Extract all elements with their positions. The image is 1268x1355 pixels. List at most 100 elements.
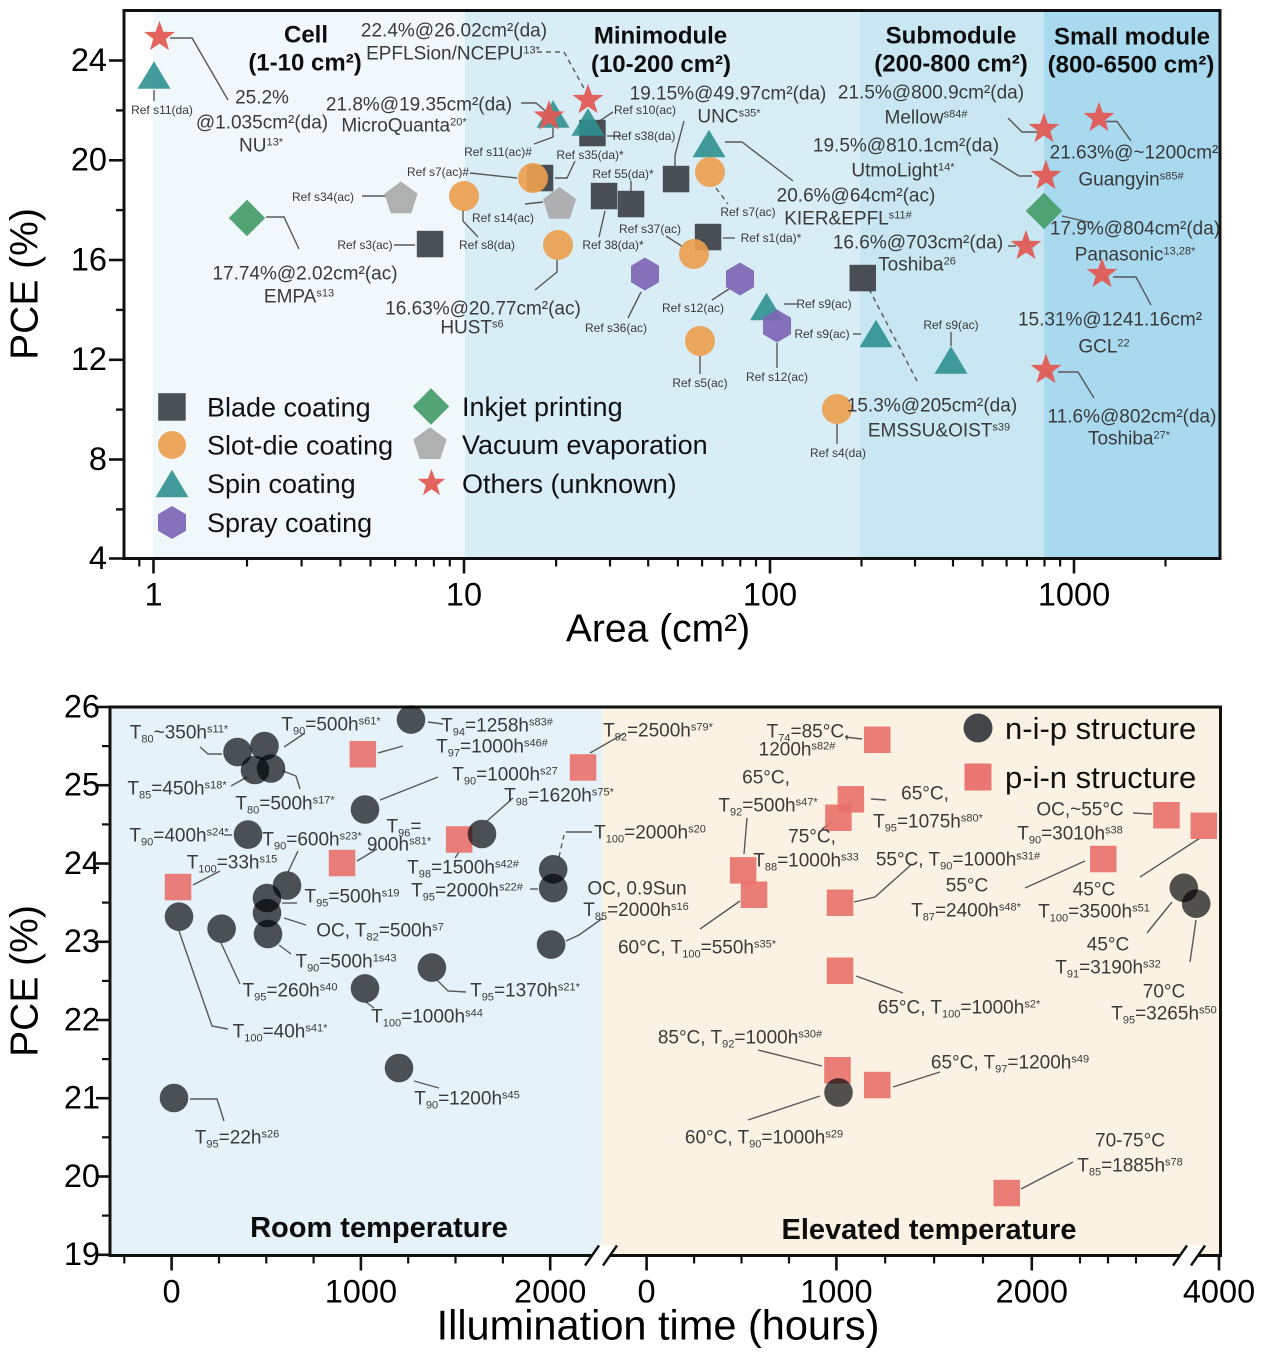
- svg-text:T96=: T96=: [387, 817, 422, 840]
- svg-text:21.5%@800.9cm²(da): 21.5%@800.9cm²(da): [838, 83, 1024, 104]
- svg-text:16: 16: [71, 241, 107, 277]
- svg-text:11.6%@802cm²(da): 11.6%@802cm²(da): [1048, 407, 1217, 428]
- svg-text:EMSSU&OISTs39: EMSSU&OISTs39: [868, 421, 1010, 442]
- svg-text:(1-10 cm²): (1-10 cm²): [248, 49, 361, 76]
- svg-text:Submodule: Submodule: [886, 22, 1017, 49]
- svg-text:T98=1620hs75*: T98=1620hs75*: [504, 786, 615, 809]
- svg-text:45°C: 45°C: [1087, 935, 1129, 956]
- svg-text:2000: 2000: [514, 1273, 586, 1309]
- svg-text:n-i-p structure: n-i-p structure: [1005, 711, 1196, 746]
- svg-text:70°C: 70°C: [1143, 982, 1185, 1003]
- svg-text:25: 25: [64, 767, 100, 803]
- svg-text:65°C, T100=1000hs2*: 65°C, T100=1000hs2*: [878, 998, 1041, 1021]
- svg-text:T85=1885hs78: T85=1885hs78: [1077, 1156, 1183, 1179]
- svg-text:23: 23: [64, 923, 100, 959]
- svg-text:T95=500hs19: T95=500hs19: [305, 887, 400, 910]
- svg-text:Ref s9(ac): Ref s9(ac): [796, 297, 851, 311]
- svg-text:Toshiba26: Toshiba26: [878, 255, 956, 276]
- svg-text:55°C, T90=1000hs31#: 55°C, T90=1000hs31#: [876, 850, 1041, 873]
- svg-text:Ref 55(da)*: Ref 55(da)*: [592, 167, 654, 181]
- svg-text:21.8%@19.35cm²(da): 21.8%@19.35cm²(da): [326, 95, 512, 116]
- svg-text:1000: 1000: [325, 1273, 397, 1309]
- svg-text:45°C: 45°C: [1073, 880, 1115, 901]
- svg-text:Ref s3(ac): Ref s3(ac): [337, 238, 392, 252]
- svg-text:Ref s10(ac): Ref s10(ac): [614, 103, 676, 117]
- svg-text:T90=600hs23*: T90=600hs23*: [262, 830, 362, 853]
- svg-text:25.2%: 25.2%: [235, 88, 289, 109]
- svg-text:T87=2400hs48*: T87=2400hs48*: [911, 901, 1022, 924]
- svg-text:T85=450hs18*: T85=450hs18*: [127, 779, 227, 802]
- svg-text:60°C, T90=1000hs29: 60°C, T90=1000hs29: [685, 1128, 843, 1151]
- svg-text:24: 24: [64, 845, 100, 881]
- svg-text:MicroQuanta20*: MicroQuanta20*: [341, 116, 467, 137]
- svg-text:@1.035cm²(da): @1.035cm²(da): [196, 113, 328, 134]
- svg-text:T94=1258hs83#: T94=1258hs83#: [441, 716, 554, 739]
- svg-text:Ref 38(da)*: Ref 38(da)*: [582, 238, 644, 252]
- svg-text:1000: 1000: [800, 1273, 872, 1309]
- svg-text:Room temperature: Room temperature: [250, 1212, 508, 1244]
- svg-text:Ref s12(ac): Ref s12(ac): [746, 370, 808, 384]
- svg-text:0: 0: [638, 1273, 656, 1309]
- svg-text:65°C,: 65°C,: [901, 784, 949, 805]
- svg-text:20: 20: [64, 1158, 100, 1194]
- svg-text:PCE (%): PCE (%): [4, 905, 47, 1057]
- svg-text:EPFLSion/NCEPU13*: EPFLSion/NCEPU13*: [366, 44, 541, 65]
- svg-text:Ref s34(ac): Ref s34(ac): [292, 190, 354, 204]
- svg-text:T95=260hs40: T95=260hs40: [243, 981, 338, 1004]
- svg-text:65°C,: 65°C,: [742, 768, 790, 789]
- svg-text:T88=1000hs33: T88=1000hs33: [753, 851, 859, 874]
- svg-text:0: 0: [163, 1273, 181, 1309]
- svg-text:Ref s37(ac): Ref s37(ac): [619, 222, 681, 236]
- svg-text:19.5%@810.1cm²(da): 19.5%@810.1cm²(da): [813, 136, 999, 157]
- svg-text:T95=1075hs80*: T95=1075hs80*: [873, 812, 984, 835]
- svg-text:Ref s36(ac): Ref s36(ac): [585, 321, 647, 335]
- svg-text:12: 12: [71, 341, 107, 377]
- svg-text:20.6%@64cm²(ac): 20.6%@64cm²(ac): [777, 186, 936, 207]
- svg-text:Ref s11(ac)#: Ref s11(ac)#: [464, 145, 532, 159]
- svg-text:21: 21: [64, 1080, 100, 1116]
- svg-text:T85=2000hs16: T85=2000hs16: [583, 900, 689, 923]
- svg-text:GCL22: GCL22: [1078, 337, 1129, 358]
- svg-text:T92=2500hs79*: T92=2500hs79*: [603, 721, 714, 744]
- svg-text:Ref s7(ac): Ref s7(ac): [720, 205, 775, 219]
- svg-text:T80~350hs11*: T80~350hs11*: [130, 723, 229, 746]
- svg-text:55°C: 55°C: [946, 876, 988, 897]
- svg-text:T90=1200hs45: T90=1200hs45: [414, 1089, 520, 1112]
- svg-text:60°C, T100=550hs35*: 60°C, T100=550hs35*: [618, 938, 777, 961]
- svg-text:T91=3190hs32: T91=3190hs32: [1055, 958, 1161, 981]
- svg-text:20: 20: [71, 142, 107, 178]
- svg-text:(200-800 cm²): (200-800 cm²): [874, 50, 1027, 77]
- svg-text:17.74%@2.02cm²(ac): 17.74%@2.02cm²(ac): [212, 264, 397, 285]
- svg-text:Blade coating: Blade coating: [207, 392, 371, 422]
- svg-text:70-75°C: 70-75°C: [1095, 1131, 1165, 1152]
- svg-text:Ref s35(da)*: Ref s35(da)*: [556, 148, 624, 162]
- svg-text:UtmoLight14*: UtmoLight14*: [851, 161, 955, 182]
- svg-text:Ref s9(ac): Ref s9(ac): [923, 318, 978, 332]
- svg-text:17.9%@804cm²(da): 17.9%@804cm²(da): [1050, 219, 1220, 240]
- svg-text:15.3%@205cm²(da): 15.3%@205cm²(da): [847, 396, 1017, 417]
- svg-text:(800-6500 cm²): (800-6500 cm²): [1048, 51, 1215, 78]
- svg-text:KIER&EPFLs11#: KIER&EPFLs11#: [784, 209, 912, 230]
- svg-text:16.63%@20.77cm²(ac): 16.63%@20.77cm²(ac): [385, 299, 581, 320]
- svg-text:19: 19: [64, 1236, 100, 1272]
- svg-text:Illumination time (hours): Illumination time (hours): [437, 1302, 880, 1349]
- svg-text:PCE (%): PCE (%): [4, 208, 47, 360]
- svg-text:Cell: Cell: [284, 21, 328, 48]
- svg-text:19.15%@49.97cm²(da): 19.15%@49.97cm²(da): [630, 84, 827, 105]
- svg-text:4000: 4000: [1183, 1273, 1255, 1309]
- svg-text:Ref s4(da): Ref s4(da): [810, 446, 866, 460]
- svg-text:T80=500hs17*: T80=500hs17*: [235, 794, 335, 817]
- svg-text:OC, T82=500hs7: OC, T82=500hs7: [316, 921, 444, 944]
- svg-text:T95=3265hs50: T95=3265hs50: [1111, 1004, 1217, 1027]
- svg-text:OC, 0.9Sun: OC, 0.9Sun: [587, 879, 686, 900]
- svg-text:T90=400hs24*: T90=400hs24*: [129, 826, 229, 849]
- svg-text:p-i-n structure: p-i-n structure: [1005, 760, 1196, 795]
- svg-text:Inkjet printing: Inkjet printing: [462, 392, 623, 422]
- svg-text:10: 10: [446, 576, 482, 612]
- svg-text:Minimodule: Minimodule: [594, 22, 727, 49]
- svg-text:22.4%@26.02cm²(da): 22.4%@26.02cm²(da): [361, 21, 547, 42]
- svg-text:24: 24: [71, 42, 107, 78]
- svg-text:T90=500h1s43: T90=500h1s43: [295, 952, 396, 975]
- svg-text:16.6%@703cm²(da): 16.6%@703cm²(da): [833, 233, 1003, 254]
- svg-text:Spin coating: Spin coating: [207, 469, 356, 499]
